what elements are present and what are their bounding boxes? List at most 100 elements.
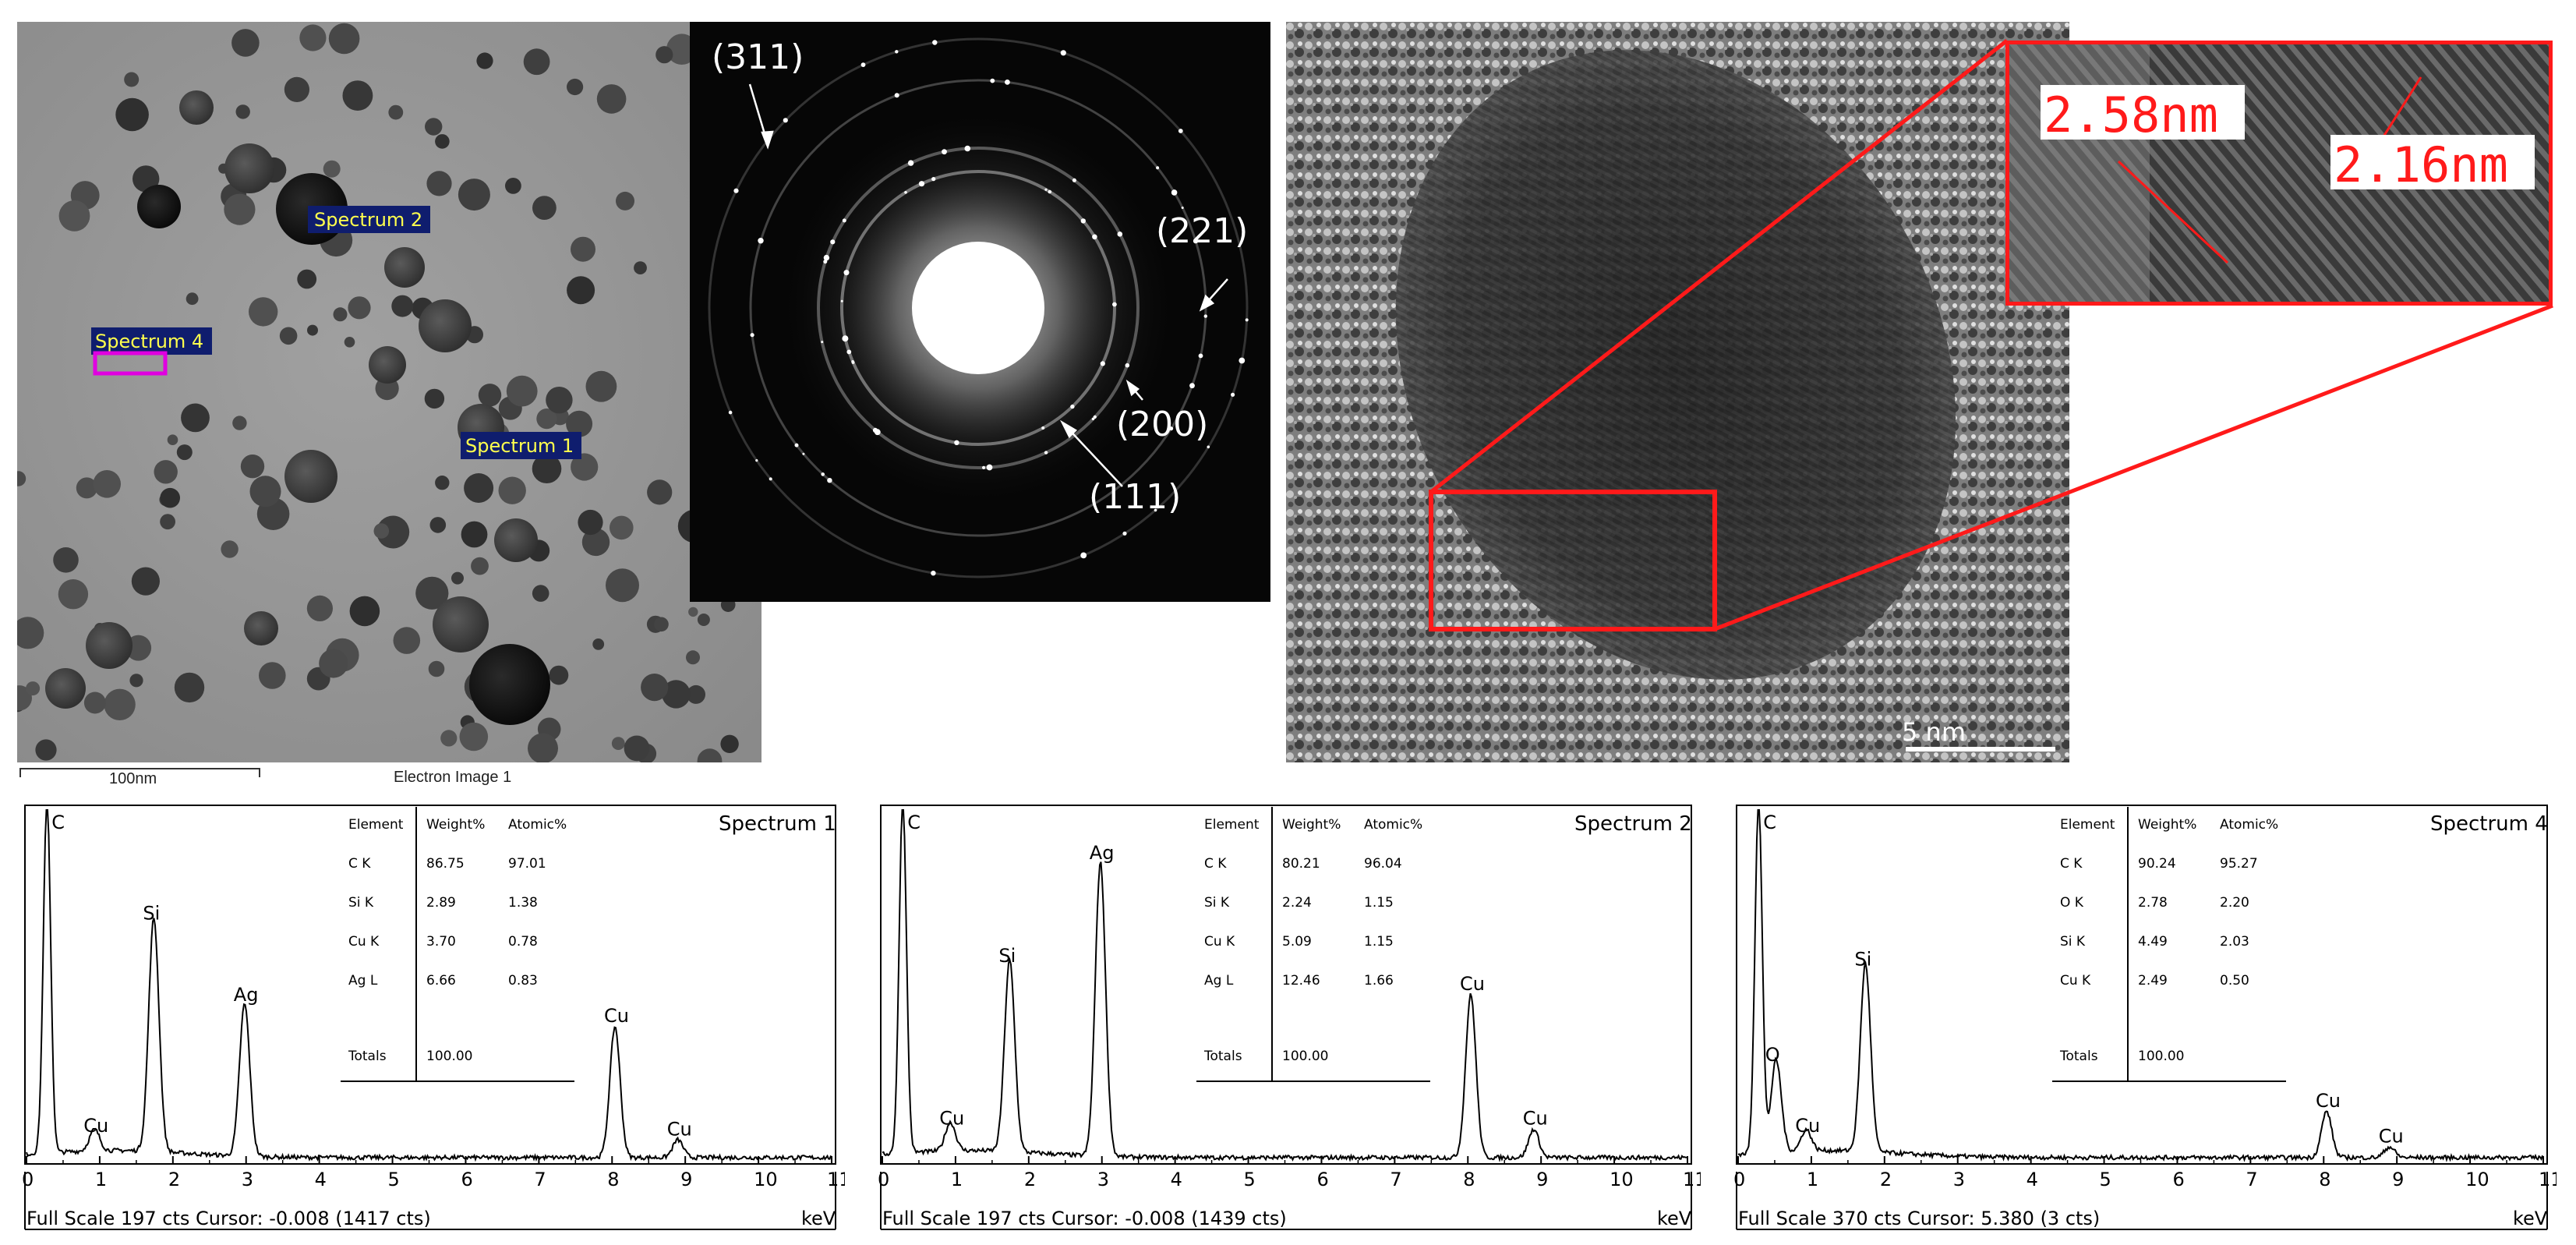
diffraction-spot (823, 260, 828, 264)
svg-text:Spectrum 1: Spectrum 1 (465, 435, 574, 457)
x-tick-label: 10 (1610, 1169, 1634, 1190)
x-tick-label: 4 (2027, 1169, 2038, 1190)
diffraction-spot (907, 160, 914, 166)
nanoparticle (133, 165, 160, 193)
diffraction-spot (1080, 552, 1087, 559)
x-tick-label: 3 (1953, 1169, 1965, 1190)
diffraction-spot (1100, 361, 1105, 366)
x-tick-label: 1 (1807, 1169, 1818, 1190)
nanoparticle (93, 470, 121, 498)
nanoparticle (566, 410, 593, 437)
table-totals: Totals (1203, 1049, 1242, 1064)
nanoparticle (235, 104, 250, 119)
spectrum-line (26, 809, 832, 1162)
diffraction-spot (932, 40, 938, 45)
diffraction-spots (728, 40, 1249, 576)
diffraction-spot (1112, 302, 1117, 307)
nanoparticle (610, 515, 634, 540)
svg-text:Spectrum 4: Spectrum 4 (95, 331, 203, 352)
diffraction-spot (1178, 129, 1183, 133)
x-tick-label: 0 (22, 1169, 34, 1190)
nanoparticle (348, 296, 371, 320)
nanoparticle (428, 660, 445, 677)
x-tick-label: 2 (168, 1169, 180, 1190)
x-axis-label: keV (1657, 1208, 1692, 1229)
diffraction-spot (733, 188, 739, 193)
nanoparticle (624, 735, 650, 762)
table-header: Weight% (1282, 817, 1341, 833)
nanoparticle (342, 80, 373, 111)
lattice-spacing-label-1: 2.58nm (2044, 87, 2218, 143)
table-cell: Cu K (2060, 973, 2091, 989)
x-tick-label: 6 (461, 1169, 472, 1190)
diffraction-spot (1122, 531, 1127, 536)
nanoparticle (662, 680, 691, 709)
x-tick-label: 0 (878, 1169, 889, 1190)
nanoparticle (546, 387, 573, 414)
spectrum-4-selection-box (93, 351, 168, 376)
eds-spectrum-4: C O Cu Si Cu Cu 0 1 2 3 4 5 6 7 8 9 10 11 Full Scale 370 c… (1729, 799, 2557, 1236)
diffraction-spot (821, 341, 824, 344)
peak-label-cu: Cu (2379, 1125, 2404, 1147)
nanoparticle (596, 84, 627, 114)
nanoparticle (654, 617, 669, 632)
nanoparticle (581, 528, 610, 557)
nanoparticle (174, 672, 205, 703)
peak-label-cu: Cu (667, 1118, 692, 1140)
peak-label-cu: Cu (1523, 1108, 1548, 1130)
table-cell: 86.75 (426, 856, 465, 872)
x-tick-label: 2 (1024, 1169, 1036, 1190)
eds-spectrum-2: C Cu Si Ag Cu Cu 0 1 2 3 4 5 6 7 8 9 10 11 Full Scale 197 … (873, 799, 1701, 1236)
table-cell: C K (348, 856, 371, 872)
x-tick-label: 8 (1463, 1169, 1475, 1190)
table-cell: 96.04 (1364, 856, 1402, 872)
spectrum-title: Spectrum 1 (719, 812, 836, 836)
table-cell: Si K (348, 895, 374, 911)
ring-label-200: (200) (1116, 405, 1208, 444)
diffraction-spot (851, 360, 854, 363)
status-footer: Full Scale 370 cts Cursor: 5.380 (3 cts) (1738, 1208, 2100, 1229)
table-cell: 97.01 (508, 856, 546, 872)
x-tick-label: 4 (1171, 1169, 1182, 1190)
table-cell: Ag L (1204, 973, 1234, 989)
lattice-spacing-label-2: 2.16nm (2334, 136, 2508, 193)
nanoparticle (160, 487, 180, 508)
diffraction-spot (904, 191, 907, 194)
nanoparticle (221, 540, 239, 558)
x-axis-label: keV (2513, 1208, 2548, 1229)
nanoparticle (415, 576, 449, 610)
saed-pattern: (311) (221) (200) (111) (690, 22, 1270, 602)
nanoparticle (686, 650, 700, 665)
nanoparticle (592, 638, 605, 650)
diffraction-spot (827, 478, 832, 483)
table-cell: 2.89 (426, 895, 456, 911)
nanoparticle (459, 722, 489, 752)
nanoparticle (176, 444, 193, 461)
nanoparticle (299, 24, 327, 51)
zoom-region-box (1429, 490, 1717, 631)
diffraction-spot (794, 443, 799, 447)
table-totals: 100.00 (426, 1049, 472, 1064)
table-cell: 1.66 (1364, 973, 1394, 989)
tem-scale-bar-label: 100nm (109, 770, 157, 787)
nanoparticle (131, 567, 160, 596)
table-cell: 95.27 (2220, 856, 2258, 872)
eds-spectrum-1: C Cu Si Ag Cu Cu 0 1 2 3 4 5 6 7 8 9 10 11 Full Scale 197 … (17, 799, 845, 1236)
diffraction-spot (1044, 451, 1048, 454)
diffraction-spot (783, 118, 788, 123)
table-cell: 1.15 (1364, 895, 1394, 911)
nanoparticle (606, 568, 639, 603)
zoom-inset-image: 2.58nm 2.16nm (2009, 44, 2549, 302)
nanoparticle (297, 269, 317, 289)
table-cell: 90.24 (2138, 856, 2176, 872)
status-footer: Full Scale 197 cts Cursor: -0.008 (1439 … (882, 1208, 1287, 1229)
x-axis-label: keV (801, 1208, 836, 1229)
peak-label-si: Si (998, 945, 1016, 967)
svg-text:Spectrum 2: Spectrum 2 (314, 209, 422, 231)
tem-label-spectrum-4: Spectrum 4 (91, 327, 212, 376)
nanoparticle (549, 665, 569, 685)
ring-label-311: (311) (712, 37, 804, 77)
diffraction-spot (840, 299, 843, 302)
hrtem-scale-bar (1906, 747, 2055, 752)
